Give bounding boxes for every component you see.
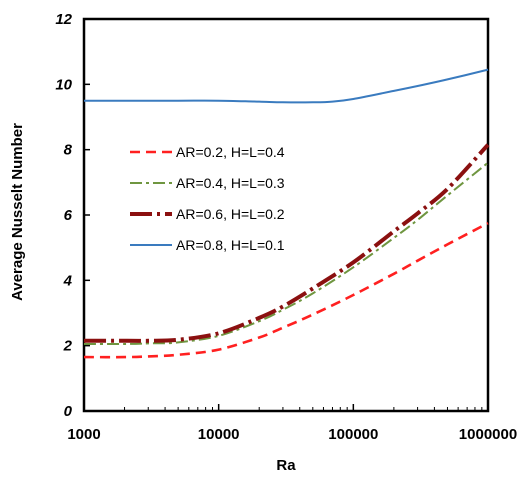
series-line-2	[83, 161, 489, 346]
legend-label-4: AR=0.8, H=L=0.1	[176, 237, 285, 253]
x-tick-label: 100000	[328, 426, 378, 443]
y-tick-label: 2	[63, 338, 73, 355]
legend: AR=0.2, H=L=0.4 AR=0.4, H=L=0.3 AR=0.6, H=…	[130, 144, 285, 253]
series-lines	[83, 68, 490, 359]
y-tick-label: 6	[64, 207, 73, 224]
series-line-4	[84, 68, 489, 104]
x-tick-label: 1000	[67, 426, 100, 443]
y-tick-label: 4	[63, 272, 73, 289]
legend-label-2: AR=0.4, H=L=0.3	[176, 175, 285, 191]
x-axis-title: Ra	[276, 457, 296, 474]
y-tick-label: 12	[55, 11, 72, 28]
axes: 0 2 4 6 8 10 12 1000 10000 100000 1000000	[55, 11, 517, 443]
y-tick-label: 0	[64, 403, 73, 420]
x-tick-label: 10000	[198, 426, 240, 443]
series-line-3	[84, 143, 490, 343]
legend-label-3: AR=0.6, H=L=0.2	[176, 206, 285, 222]
legend-label-1: AR=0.2, H=L=0.4	[176, 144, 285, 160]
y-axis-title: Average Nusselt Number	[9, 123, 26, 301]
series-line-1	[83, 222, 489, 359]
y-tick-label: 10	[55, 76, 72, 93]
x-tick-label: 1000000	[459, 426, 517, 443]
y-tick-label: 8	[64, 142, 73, 159]
